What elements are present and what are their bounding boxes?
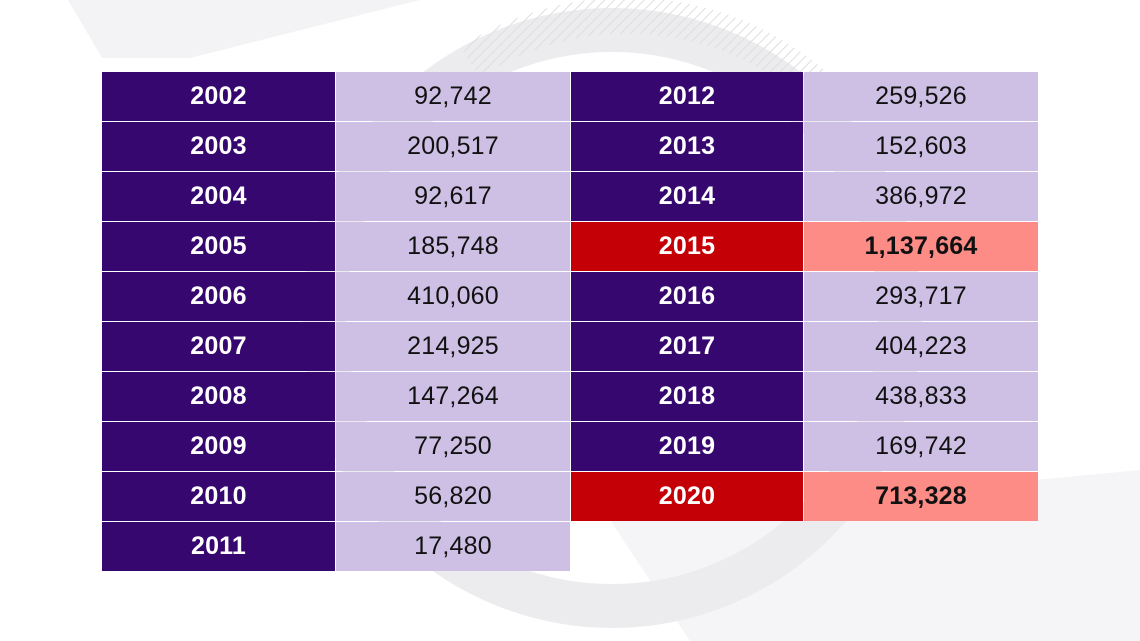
year-cell: 2015 [571, 222, 803, 271]
value-cell: 169,742 [804, 422, 1038, 471]
year-cell: 2010 [102, 472, 335, 521]
value-cell: 92,742 [336, 72, 570, 121]
value-cell: 92,617 [336, 172, 570, 221]
value-cell: 214,925 [336, 322, 570, 371]
value-cell: 152,603 [804, 122, 1038, 171]
value-cell: 713,328 [804, 472, 1038, 521]
year-cell: 2003 [102, 122, 335, 171]
year-cell: 2014 [571, 172, 803, 221]
value-cell: 386,972 [804, 172, 1038, 221]
data-table: 2002 92,742 2012 259,526 2003 200,517 2013 152,… [102, 72, 1038, 571]
value-cell: 77,250 [336, 422, 570, 471]
value-cell: 404,223 [804, 322, 1038, 371]
value-cell: 185,748 [336, 222, 570, 271]
year-cell: 2007 [102, 322, 335, 371]
year-cell: 2018 [571, 372, 803, 421]
year-cell: 2019 [571, 422, 803, 471]
value-cell: 410,060 [336, 272, 570, 321]
value-cell: 147,264 [336, 372, 570, 421]
year-cell: 2004 [102, 172, 335, 221]
year-cell: 2011 [102, 522, 335, 571]
year-cell: 2009 [102, 422, 335, 471]
year-cell: 2006 [102, 272, 335, 321]
year-cell: 2017 [571, 322, 803, 371]
value-cell: 259,526 [804, 72, 1038, 121]
value-cell: 438,833 [804, 372, 1038, 421]
year-cell: 2020 [571, 472, 803, 521]
year-cell: 2002 [102, 72, 335, 121]
year-cell: 2005 [102, 222, 335, 271]
value-cell: 56,820 [336, 472, 570, 521]
value-cell: 17,480 [336, 522, 570, 571]
value-cell: 293,717 [804, 272, 1038, 321]
year-cell: 2013 [571, 122, 803, 171]
year-cell: 2012 [571, 72, 803, 121]
value-cell: 200,517 [336, 122, 570, 171]
value-cell: 1,137,664 [804, 222, 1038, 271]
year-cell: 2016 [571, 272, 803, 321]
year-cell: 2008 [102, 372, 335, 421]
